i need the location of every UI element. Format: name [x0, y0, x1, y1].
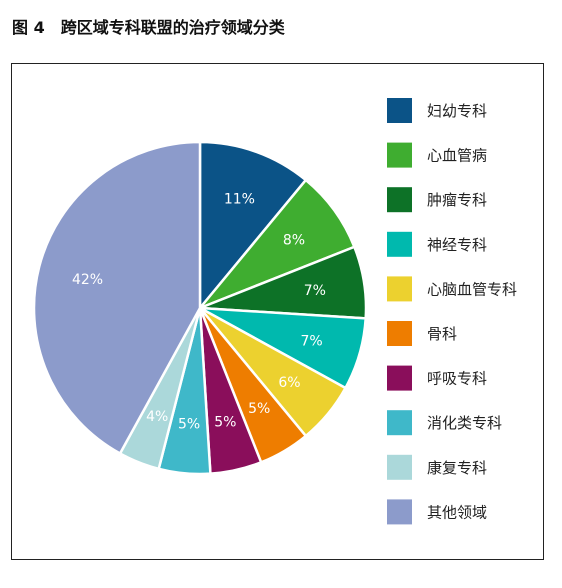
legend-swatch: [387, 410, 412, 436]
legend-label: 心血管病: [427, 147, 487, 165]
legend-label: 肿瘤专科: [427, 191, 487, 209]
pie-slice-labels: 11% 8% 7% 7% 6% 5% 5% 5% 4% 42%: [72, 192, 326, 433]
slice-value-label: 7%: [300, 333, 322, 349]
legend-label: 神经专科: [427, 236, 487, 254]
legend-label: 心脑血管专科: [427, 280, 517, 298]
legend-label: 消化类专科: [427, 414, 502, 432]
legend-swatch: [387, 365, 412, 391]
slice-value-label: 5%: [214, 414, 236, 430]
legend-swatch: [387, 98, 412, 123]
legend-label: 骨科: [427, 325, 457, 343]
legend-label: 康复专科: [427, 459, 487, 477]
slice-value-label: 11%: [224, 192, 255, 208]
legend-label: 妇幼专科: [427, 102, 487, 120]
slice-value-label: 42%: [72, 272, 103, 288]
pie-slice: [32, 140, 202, 455]
chart-frame: [11, 63, 544, 560]
legend-swatch: [387, 187, 412, 213]
figure-title: 图 4 跨区域专科联盟的治疗领域分类: [12, 18, 285, 37]
slice-value-label: 6%: [278, 375, 300, 391]
legend-swatch: [387, 142, 412, 168]
chart-legend: 妇幼专科心血管病肿瘤专科神经专科心脑血管专科骨科呼吸专科消化类专科康复专科其他领…: [387, 98, 517, 525]
slice-value-label: 4%: [146, 409, 168, 425]
legend-swatch: [387, 321, 412, 346]
pie-slice: [198, 140, 308, 310]
slice-value-label: 8%: [283, 233, 305, 249]
slice-value-label: 5%: [178, 417, 200, 433]
legend-swatch: [387, 499, 412, 525]
legend-swatch: [387, 276, 412, 302]
legend-swatch: [387, 454, 412, 480]
slice-value-label: 5%: [248, 401, 270, 417]
legend-label: 其他领域: [427, 503, 487, 521]
slice-value-label: 7%: [304, 283, 326, 299]
pie-slices: [32, 140, 368, 476]
legend-swatch: [387, 231, 412, 257]
legend-label: 呼吸专科: [427, 370, 487, 388]
